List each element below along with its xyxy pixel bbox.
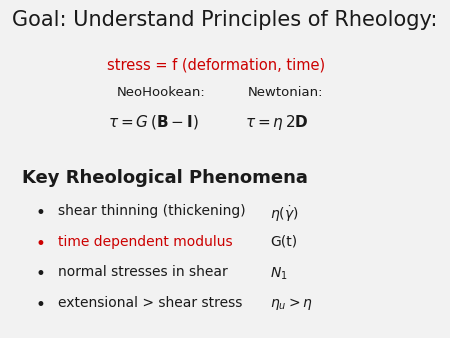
Text: NeoHookean:: NeoHookean:: [117, 86, 206, 99]
Text: $\eta(\dot{\gamma})$: $\eta(\dot{\gamma})$: [270, 204, 299, 224]
Text: extensional > shear stress: extensional > shear stress: [58, 296, 243, 310]
Text: •: •: [36, 296, 46, 314]
Text: •: •: [36, 235, 46, 253]
Text: normal stresses in shear: normal stresses in shear: [58, 265, 228, 279]
Text: $\tau = G\,(\mathbf{B} - \mathbf{I})$: $\tau = G\,(\mathbf{B} - \mathbf{I})$: [108, 113, 199, 131]
Text: $\tau = \eta\,2\mathbf{D}$: $\tau = \eta\,2\mathbf{D}$: [245, 113, 309, 132]
Text: G(t): G(t): [270, 235, 297, 249]
Text: Newtonian:: Newtonian:: [248, 86, 323, 99]
Text: shear thinning (thickening): shear thinning (thickening): [58, 204, 246, 218]
Text: $N_1$: $N_1$: [270, 265, 288, 282]
Text: •: •: [36, 204, 46, 222]
Text: stress = f (deformation, time): stress = f (deformation, time): [107, 57, 325, 72]
Text: time dependent modulus: time dependent modulus: [58, 235, 233, 249]
Text: Key Rheological Phenomena: Key Rheological Phenomena: [22, 169, 308, 187]
Text: $\eta_u > \eta$: $\eta_u > \eta$: [270, 296, 313, 312]
Text: •: •: [36, 265, 46, 283]
Text: Goal: Understand Principles of Rheology:: Goal: Understand Principles of Rheology:: [12, 10, 438, 30]
